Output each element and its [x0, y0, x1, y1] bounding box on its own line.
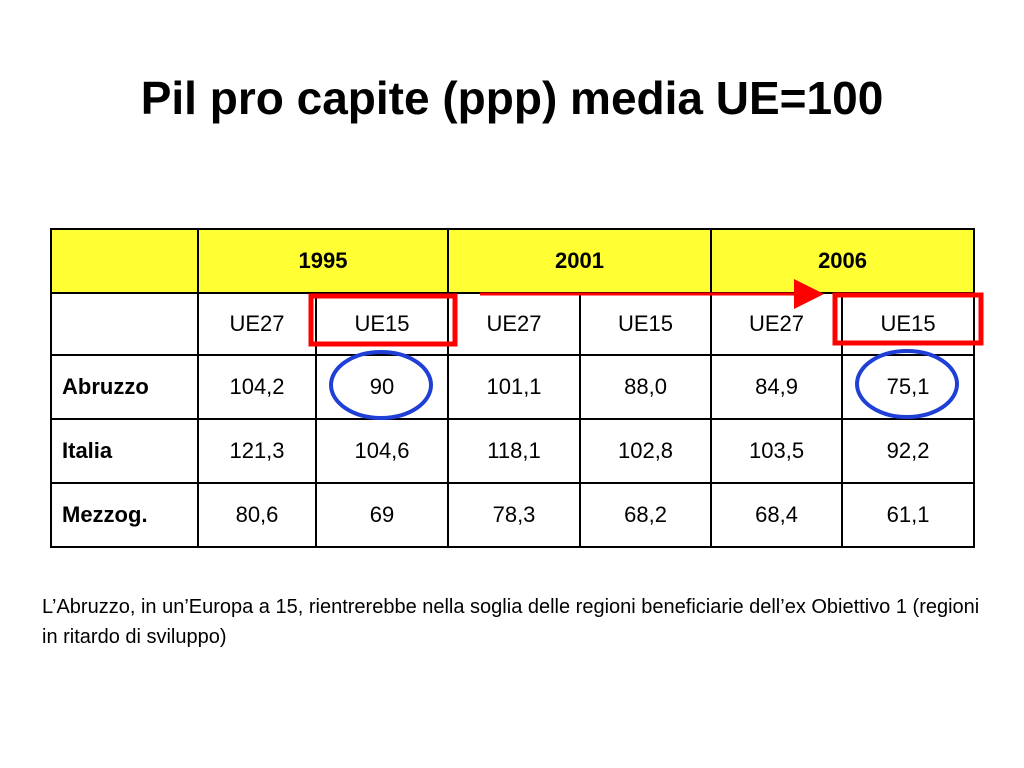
footnote-text: L’Abruzzo, in un’Europa a 15, rientrereb…: [42, 596, 980, 648]
value-cell: 88,0: [579, 354, 713, 420]
value-cell: 68,4: [710, 482, 844, 548]
value-cell: 80,6: [197, 482, 317, 548]
value-cell: 78,3: [447, 482, 582, 548]
subheader-cell: UE27: [197, 292, 317, 356]
year-header: 1995: [196, 228, 450, 294]
value-cell: 84,9: [710, 354, 844, 420]
value-cell: 102,8: [579, 418, 713, 484]
value-cell: 68,2: [579, 482, 713, 548]
table-row: Mezzog. 80,6 69 78,3 68,2 68,4 61,1: [50, 482, 976, 548]
value-cell: 69: [314, 482, 450, 548]
value-cell: 104,2: [197, 354, 317, 420]
value-cell: 61,1: [841, 482, 976, 548]
value-cell: 92,2: [841, 418, 976, 484]
gdp-table: 1995 2001 2006 UE27 UE15 UE27 UE15 UE27 …: [50, 228, 976, 548]
subheader-cell: UE27: [710, 292, 844, 356]
year-header: 2001: [447, 228, 713, 294]
value-cell: 104,6: [314, 418, 450, 484]
subheader-cell: UE15: [841, 292, 976, 356]
row-label: Mezzog.: [50, 482, 199, 548]
subheader-row: UE27 UE15 UE27 UE15 UE27 UE15: [50, 292, 976, 356]
subheader-cell: UE15: [579, 292, 713, 356]
value-cell: 75,1: [841, 354, 976, 420]
table-row: Italia 121,3 104,6 118,1 102,8 103,5 92,…: [50, 418, 976, 484]
corner-cell: [50, 228, 199, 294]
value-cell: 103,5: [710, 418, 844, 484]
value-cell: 90: [314, 354, 450, 420]
subheader-cell: UE15: [314, 292, 450, 356]
row-label: Abruzzo: [50, 354, 199, 420]
table-row: Abruzzo 104,2 90 101,1 88,0 84,9 75,1: [50, 354, 976, 420]
value-cell: 118,1: [447, 418, 582, 484]
subheader-corner-cell: [50, 292, 199, 356]
row-label: Italia: [50, 418, 199, 484]
year-header: 2006: [710, 228, 976, 294]
value-cell: 121,3: [197, 418, 317, 484]
value-cell: 101,1: [447, 354, 582, 420]
year-header-row: 1995 2001 2006: [50, 228, 976, 294]
slide-title: Pil pro capite (ppp) media UE=100: [140, 72, 884, 124]
subheader-cell: UE27: [447, 292, 582, 356]
